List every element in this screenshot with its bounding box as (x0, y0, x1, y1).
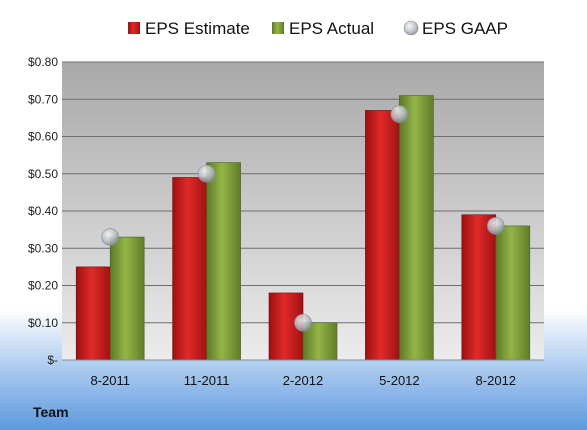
gridlines (62, 61, 544, 324)
x-tick-label: 11-2011 (184, 373, 230, 388)
bar-eps-actual (495, 225, 531, 361)
bar-eps-estimate (461, 214, 497, 361)
legend-swatch (272, 22, 284, 34)
x-tick-label: 8-2011 (90, 373, 130, 388)
legend-swatch (128, 22, 140, 34)
y-tick-label: $0.30 (28, 241, 58, 255)
y-tick-label: $0.40 (28, 204, 58, 218)
y-tick-label: $0.60 (28, 130, 58, 144)
gaap-markers (101, 105, 505, 332)
y-tick-label: $- (47, 353, 58, 367)
bars (75, 95, 531, 361)
y-tick-label: $0.70 (28, 92, 58, 106)
bar-eps-actual (206, 162, 241, 361)
bar-eps-estimate (172, 177, 207, 361)
marker-eps-gaap (390, 105, 409, 123)
x-tick-label: 8-2012 (476, 373, 516, 388)
legend-label: EPS Actual (289, 19, 374, 38)
marker-eps-gaap (101, 228, 119, 246)
x-axis: 8-2011 11-2011 2-2012 5-2012 8-2012 (62, 359, 544, 388)
legend-swatch (403, 20, 419, 36)
bar-eps-actual (399, 95, 434, 361)
y-tick-label: $0.50 (28, 167, 58, 181)
legend-label: EPS Estimate (145, 19, 250, 38)
y-tick-label: $0.20 (28, 279, 58, 293)
marker-eps-gaap (486, 217, 505, 235)
x-axis-label: Team (33, 404, 69, 420)
y-axis: $- $0.10 $0.20 $0.30 $0.40 $0.50 $0.60 $0.70 $0.… (28, 55, 58, 367)
bar-eps-actual (302, 322, 338, 361)
x-tick-label: 2-2012 (283, 373, 323, 388)
legend: EPS Estimate EPS Actual EPS GAAP (128, 19, 508, 38)
marker-eps-gaap (294, 313, 312, 332)
bar-eps-estimate (365, 110, 400, 361)
marker-eps-gaap (197, 164, 216, 183)
bar-eps-estimate (75, 266, 111, 361)
bar-eps-actual (109, 236, 145, 361)
y-tick-label: $0.80 (28, 55, 58, 69)
x-tick-label: 5-2012 (379, 373, 419, 388)
y-tick-label: $0.10 (28, 316, 58, 330)
legend-label: EPS GAAP (422, 19, 508, 38)
